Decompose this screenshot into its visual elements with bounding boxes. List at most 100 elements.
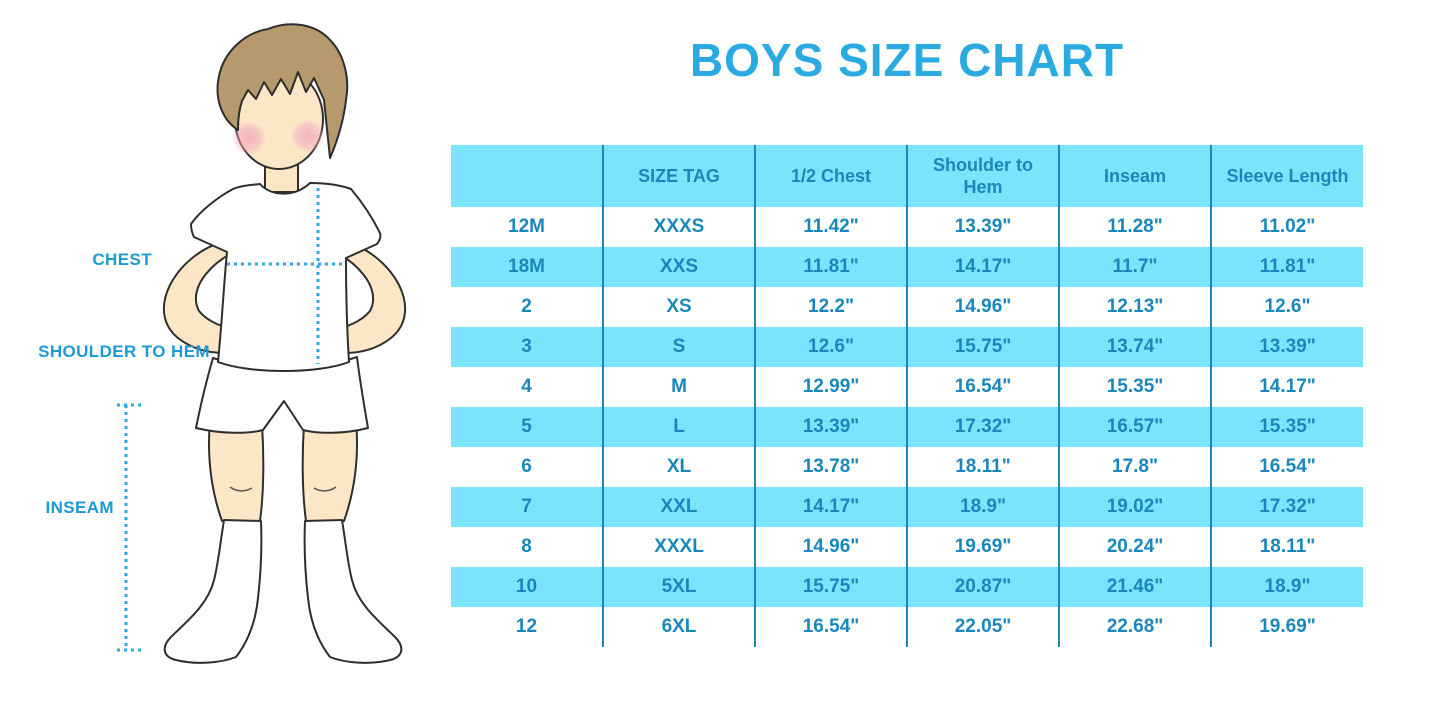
measurement-cell: 19.02": [1058, 487, 1211, 527]
measurement-cell: 17.32": [1210, 487, 1363, 527]
measurement-cell: 16.54": [754, 607, 907, 647]
size-cell: 5: [451, 407, 603, 447]
right-cheek: [291, 119, 325, 153]
measurement-cell: 20.87": [906, 567, 1059, 607]
column-header: Shoulder to Hem: [906, 145, 1059, 207]
measurement-cell: 13.39": [1210, 327, 1363, 367]
measurement-cell: 14.96": [754, 527, 907, 567]
column-header: Sleeve Length: [1210, 145, 1363, 207]
table-row: 12M XXXS 11.42" 13.39" 11.28" 11.02": [451, 207, 1363, 247]
measurement-cell: 14.17": [1210, 367, 1363, 407]
measurement-cell: 17.32": [906, 407, 1059, 447]
table-row: 8 XXXL 14.96" 19.69" 20.24" 18.11": [451, 527, 1363, 567]
measurement-cell: S: [602, 327, 755, 367]
measurement-cell: XXL: [602, 487, 755, 527]
measurement-cell: M: [602, 367, 755, 407]
table-row: 5 L 13.39" 17.32" 16.57" 15.35": [451, 407, 1363, 447]
measurement-cell: 17.8": [1058, 447, 1211, 487]
measurement-cell: 12.13": [1058, 287, 1211, 327]
measurement-cell: 18.9": [1210, 567, 1363, 607]
boy-illustration: [117, 23, 407, 664]
size-cell: 10: [451, 567, 603, 607]
measurement-cell: 22.68": [1058, 607, 1211, 647]
measurement-cell: 16.54": [1210, 447, 1363, 487]
size-cell: 8: [521, 536, 532, 557]
measurement-cell: 14.96": [906, 287, 1059, 327]
measurement-cell: 11.81": [1210, 247, 1363, 287]
measurement-cell: 22.05": [906, 607, 1059, 647]
measurement-cell: L: [602, 407, 755, 447]
measurement-cell: 13.78": [754, 447, 907, 487]
measurement-cell: 15.75": [906, 327, 1059, 367]
size-table: SIZE TAG 1/2 Chest Shoulder to Hem Inseam Sl…: [451, 145, 1363, 647]
table-row: 2 XS 12.2" 14.96" 12.13" 12.6": [451, 287, 1363, 327]
measurement-cell: 11.7": [1058, 247, 1211, 287]
page-title: BOYS SIZE CHART: [689, 34, 1125, 86]
column-header: Inseam: [1058, 145, 1211, 207]
measurement-cell: XXS: [602, 247, 755, 287]
t-shirt: [190, 182, 382, 372]
measurement-cell: 19.69": [906, 527, 1059, 567]
column-header: 1/2 Chest: [754, 145, 907, 207]
measurement-cell: 14.17": [754, 487, 907, 527]
measurement-cell: 6XL: [602, 607, 755, 647]
table-row: 3 S 12.6" 15.75" 13.74" 13.39": [451, 327, 1363, 367]
measurement-cell: XL: [602, 447, 755, 487]
measurement-cell: 15.75": [754, 567, 907, 607]
measurement-cell: 12.2": [754, 287, 907, 327]
measurement-cell: XS: [602, 287, 755, 327]
table-row: 10 5XL 15.75" 20.87" 21.46" 18.9": [451, 567, 1363, 607]
size-cell: 12M: [508, 216, 545, 237]
measurement-cell: 11.42": [754, 207, 907, 247]
measurement-cell: 15.35": [1058, 367, 1211, 407]
measurement-cell: 12.6": [1210, 287, 1363, 327]
measurement-cell: 14.17": [906, 247, 1059, 287]
inseam-label: INSEAM: [45, 498, 114, 517]
measurement-cell: 13.39": [906, 207, 1059, 247]
size-cell: 4: [521, 376, 532, 397]
size-cell: 12: [515, 616, 538, 637]
right-sock: [303, 519, 403, 664]
right-knee-line: [313, 486, 337, 492]
measurement-cell: 19.69": [1210, 607, 1363, 647]
left-sock: [163, 519, 263, 664]
table-header-row: SIZE TAG 1/2 Chest Shoulder to Hem Inseam Sl…: [451, 145, 1363, 207]
measurement-cell: 5XL: [602, 567, 755, 607]
measurement-cell: 13.39": [754, 407, 907, 447]
left-cheek: [232, 121, 266, 155]
size-cell: 18M: [451, 247, 603, 287]
left-leg: [208, 419, 265, 522]
measurement-cell: 20.24": [1058, 527, 1211, 567]
measurement-cell: 18.11": [906, 447, 1059, 487]
hair: [216, 23, 349, 159]
table-row: 4 M 12.99" 16.54" 15.35" 14.17": [451, 367, 1363, 407]
left-knee-line: [229, 486, 253, 492]
measurement-cell: 16.57": [1058, 407, 1211, 447]
measurement-cell: 12.99": [754, 367, 907, 407]
measurement-cell: 15.35": [1210, 407, 1363, 447]
measurement-cell: 18.11": [1210, 527, 1363, 567]
shoulder-to-hem-label: SHOULDER TO HEM: [38, 342, 210, 361]
size-cell: 7: [451, 487, 603, 527]
measurement-cell: 21.46": [1058, 567, 1211, 607]
size-cell: 2: [521, 296, 532, 317]
measurement-cell: XXXL: [602, 527, 755, 567]
table-row: 7 XXL 14.17" 18.9" 19.02" 17.32": [451, 487, 1363, 527]
table-row: 6 XL 13.78" 18.11" 17.8" 16.54": [451, 447, 1363, 487]
size-cell: 3: [451, 327, 603, 367]
right-leg: [301, 419, 358, 522]
measurement-cell: 11.81": [754, 247, 907, 287]
measurement-cell: 11.02": [1210, 207, 1363, 247]
table-row: 12 6XL 16.54" 22.05" 22.68" 19.69": [451, 607, 1363, 647]
measurement-cell: XXXS: [602, 207, 755, 247]
chest-label: CHEST: [92, 250, 152, 269]
measurement-cell: 16.54": [906, 367, 1059, 407]
size-cell: 6: [521, 456, 532, 477]
column-header: [451, 145, 603, 207]
measurement-cell: 18.9": [906, 487, 1059, 527]
measurement-cell: 11.28": [1058, 207, 1211, 247]
column-header: SIZE TAG: [602, 145, 755, 207]
measurement-cell: 12.6": [754, 327, 907, 367]
table-row: 18M XXS 11.81" 14.17" 11.7" 11.81": [451, 247, 1363, 287]
